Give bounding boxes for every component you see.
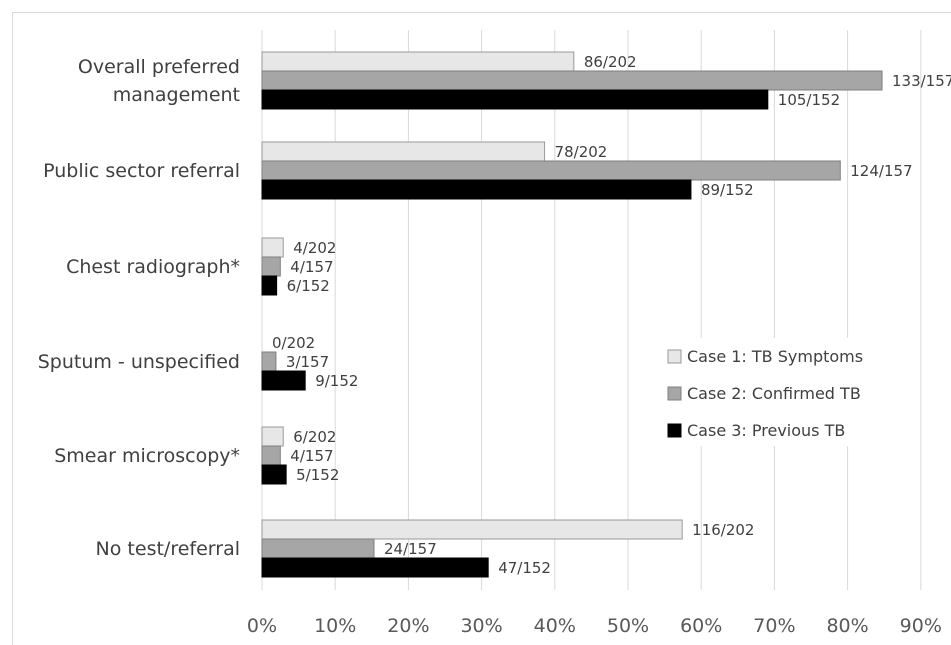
category-label: Overall preferred bbox=[78, 56, 240, 78]
bar bbox=[261, 519, 683, 540]
category-label: Public sector referral bbox=[43, 160, 240, 182]
x-tick-label: 50% bbox=[607, 615, 649, 637]
x-axis-ticks: 0% 10% 20% 30% 40% 50% 60% 70% 80% 90% bbox=[247, 615, 942, 637]
data-label: 124/157 bbox=[850, 162, 912, 180]
x-tick-label: 20% bbox=[387, 615, 429, 637]
data-label: 4/157 bbox=[290, 258, 333, 276]
bar bbox=[261, 51, 575, 72]
bar bbox=[261, 160, 841, 181]
bar bbox=[261, 256, 281, 277]
category-label: Chest radiograph* bbox=[66, 256, 240, 278]
x-tick-label: 70% bbox=[753, 615, 795, 637]
data-label: 116/202 bbox=[692, 521, 754, 539]
data-label: 6/202 bbox=[293, 428, 336, 446]
legend: Case 1: TB Symptoms Case 2: Confirmed TB C… bbox=[652, 338, 882, 446]
category-labels: Overall preferred management Public sector… bbox=[38, 56, 240, 560]
data-label: 86/202 bbox=[584, 53, 637, 71]
data-label: 24/157 bbox=[384, 540, 437, 558]
data-label: 4/157 bbox=[290, 447, 333, 465]
data-label: 133/157 bbox=[892, 72, 951, 90]
bar bbox=[261, 141, 546, 162]
data-label: 5/152 bbox=[296, 466, 339, 484]
bars bbox=[261, 51, 883, 578]
x-tick-label: 30% bbox=[460, 615, 502, 637]
x-tick-label: 0% bbox=[247, 615, 277, 637]
x-tick-label: 60% bbox=[680, 615, 722, 637]
data-label: 89/152 bbox=[701, 181, 754, 199]
x-tick-label: 80% bbox=[826, 615, 868, 637]
bar bbox=[261, 370, 306, 391]
bar bbox=[261, 70, 883, 91]
bar bbox=[261, 426, 284, 447]
category-label: No test/referral bbox=[96, 538, 240, 560]
legend-swatch bbox=[667, 423, 682, 438]
data-label: 47/152 bbox=[498, 559, 551, 577]
legend-label: Case 3: Previous TB bbox=[687, 421, 845, 440]
legend-box bbox=[652, 338, 882, 446]
legend-label: Case 1: TB Symptoms bbox=[687, 347, 863, 366]
bar bbox=[261, 464, 287, 485]
data-labels: 86/202 78/202 4/202 0/202 6/202 116/202 133/15… bbox=[272, 53, 951, 577]
bar bbox=[261, 179, 692, 200]
legend-swatch bbox=[667, 386, 682, 401]
bar bbox=[261, 89, 769, 110]
legend-swatch bbox=[667, 349, 682, 364]
gridlines bbox=[261, 30, 922, 590]
category-label: Smear microscopy* bbox=[54, 445, 240, 467]
data-label: 3/157 bbox=[286, 353, 329, 371]
bar bbox=[261, 275, 278, 296]
bar bbox=[261, 445, 281, 466]
x-tick-label: 90% bbox=[900, 615, 942, 637]
x-tick-label: 10% bbox=[314, 615, 356, 637]
x-tick-label: 40% bbox=[534, 615, 576, 637]
legend-label: Case 2: Confirmed TB bbox=[687, 384, 861, 403]
data-label: 9/152 bbox=[315, 372, 358, 390]
bar bbox=[261, 538, 375, 559]
bar bbox=[261, 237, 284, 258]
category-label: Sputum - unspecified bbox=[38, 351, 240, 373]
bar bbox=[261, 557, 489, 578]
data-label: 0/202 bbox=[272, 334, 315, 352]
data-label: 6/152 bbox=[287, 277, 330, 295]
chart-area bbox=[12, 12, 951, 645]
bar bbox=[261, 351, 277, 372]
data-label: 78/202 bbox=[555, 143, 608, 161]
data-label: 105/152 bbox=[778, 91, 840, 109]
category-label: management bbox=[113, 84, 240, 106]
data-label: 4/202 bbox=[293, 239, 336, 257]
